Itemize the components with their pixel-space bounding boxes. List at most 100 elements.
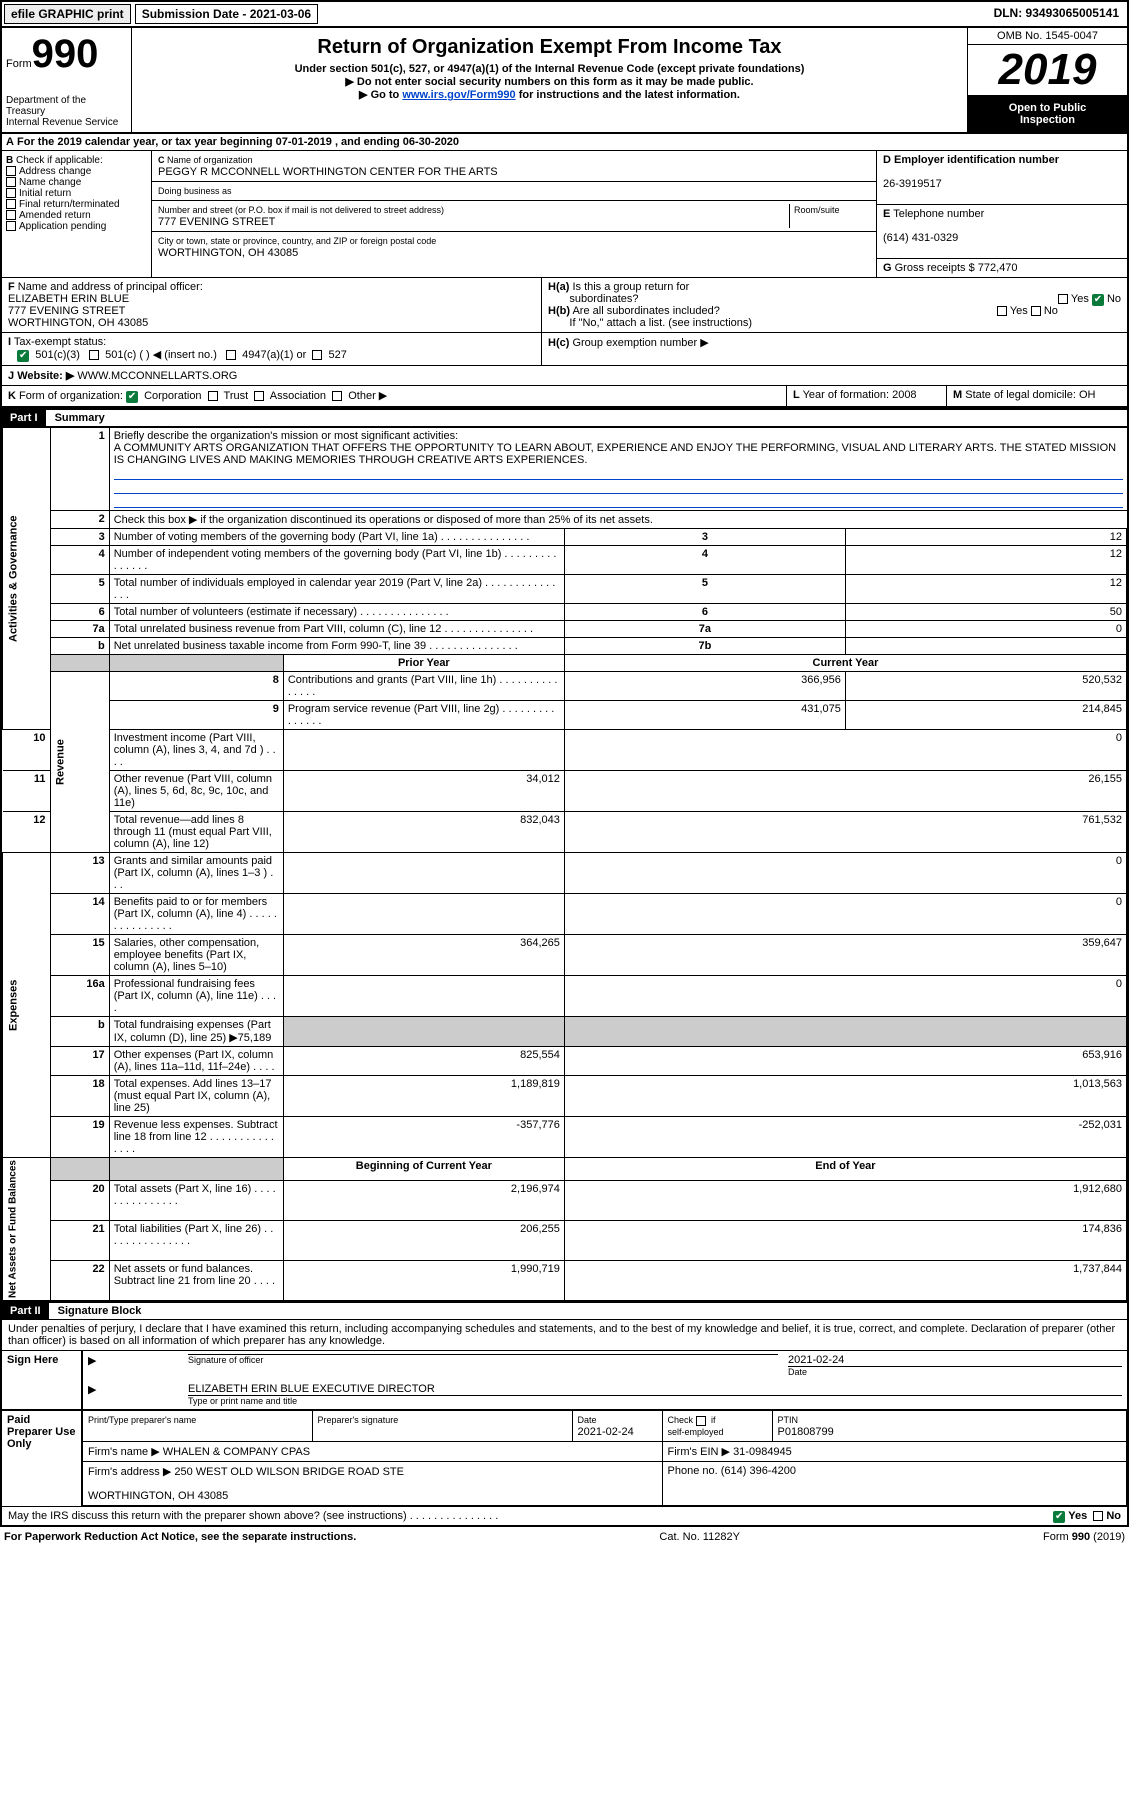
subdate-value: 2021-03-06 bbox=[250, 7, 311, 21]
paid-preparer-table: Paid Preparer Use Only Print/Type prepar… bbox=[2, 1409, 1127, 1506]
checkbox-icon[interactable] bbox=[6, 188, 16, 198]
box-c: C Name of organizationPEGGY R MCCONNELL … bbox=[152, 151, 877, 277]
chk-amended: Amended return bbox=[19, 210, 91, 221]
501c: 501(c) ( ) ◀ (insert no.) bbox=[105, 349, 217, 361]
checkbox-icon[interactable] bbox=[89, 350, 99, 360]
subtitle-2: ▶ Do not enter social security numbers o… bbox=[136, 75, 963, 88]
efile-print-button[interactable]: efile GRAPHIC print bbox=[4, 4, 131, 24]
checkbox-icon[interactable] bbox=[1031, 306, 1041, 316]
firm-addr-label: Firm's address ▶ bbox=[88, 1466, 171, 1478]
instructions-link[interactable]: www.irs.gov/Form990 bbox=[402, 89, 515, 101]
checkbox-icon[interactable] bbox=[254, 391, 264, 401]
tax-period-row: A For the 2019 calendar year, or tax yea… bbox=[2, 134, 1127, 151]
line3-desc: Number of voting members of the governin… bbox=[114, 531, 530, 543]
prior-year-header: Prior Year bbox=[283, 655, 564, 672]
box-deg: D Employer identification number26-39195… bbox=[877, 151, 1127, 277]
firm-name: WHALEN & COMPANY CPAS bbox=[163, 1446, 310, 1458]
checkbox-icon[interactable] bbox=[312, 350, 322, 360]
prep-date-label: Date bbox=[578, 1415, 597, 1425]
firm-ein: 31-0984945 bbox=[733, 1446, 792, 1458]
prep-date-value: 2021-02-24 bbox=[578, 1426, 634, 1438]
sig-date-value: 2021-02-24 bbox=[788, 1354, 844, 1366]
officer-addr: 777 EVENING STREET bbox=[8, 305, 125, 317]
ha-text: Is this a group return for bbox=[572, 281, 689, 293]
ein-label: Employer identification number bbox=[894, 154, 1059, 166]
preparer-name-label: Print/Type preparer's name bbox=[88, 1415, 196, 1425]
section-activities: Activities & Governance bbox=[3, 428, 51, 730]
checkbox-icon[interactable] bbox=[208, 391, 218, 401]
501c3: 501(c)(3) bbox=[35, 349, 80, 361]
page-footer: For Paperwork Reduction Act Notice, see … bbox=[0, 1527, 1129, 1547]
omb-number: OMB No. 1545-0047 bbox=[968, 28, 1127, 45]
subtitle-3: ▶ Go to www.irs.gov/Form990 for instruct… bbox=[136, 88, 963, 101]
checkbox-icon[interactable] bbox=[6, 166, 16, 176]
checked-icon: ✔ bbox=[126, 391, 138, 403]
officer-name: ELIZABETH ERIN BLUE bbox=[8, 293, 129, 305]
527: 527 bbox=[328, 349, 346, 361]
part2-name: Signature Block bbox=[52, 1303, 148, 1319]
top-bar: efile GRAPHIC print Submission Date - 20… bbox=[2, 2, 1127, 28]
subtitle-1: Under section 501(c), 527, or 4947(a)(1)… bbox=[136, 63, 963, 75]
hb-text: Are all subordinates included? bbox=[572, 305, 719, 317]
phone-value: (614) 431-0329 bbox=[883, 232, 958, 244]
sign-here-label: Sign Here bbox=[2, 1351, 82, 1409]
discuss-text: May the IRS discuss this return with the… bbox=[8, 1510, 498, 1522]
addr-label: Number and street (or P.O. box if mail i… bbox=[158, 205, 444, 215]
arrow-icon: ▶ bbox=[82, 1351, 183, 1380]
part1-badge: Part I bbox=[2, 410, 46, 426]
chk-final: Final return/terminated bbox=[19, 199, 120, 210]
hc-text: Group exemption number ▶ bbox=[572, 337, 708, 349]
checkbox-icon[interactable] bbox=[332, 391, 342, 401]
open-to-public: Open to PublicInspection bbox=[968, 96, 1127, 132]
4947: 4947(a)(1) or bbox=[242, 349, 306, 361]
gross-value: 772,470 bbox=[978, 262, 1018, 274]
form-org-label: Form of organization: bbox=[19, 390, 123, 402]
part2-header: Part II Signature Block bbox=[2, 1301, 1127, 1320]
checked-icon: ✔ bbox=[1092, 294, 1104, 306]
city-value: WORTHINGTON, OH 43085 bbox=[158, 247, 298, 259]
discuss-row: May the IRS discuss this return with the… bbox=[2, 1506, 1127, 1525]
checkbox-icon[interactable] bbox=[696, 1416, 706, 1426]
domicile-label: State of legal domicile: bbox=[965, 389, 1076, 401]
typed-name-label: Type or print name and title bbox=[188, 1395, 1122, 1406]
ein-value: 26-3919517 bbox=[883, 178, 942, 190]
checkbox-icon[interactable] bbox=[6, 210, 16, 220]
checkbox-icon[interactable] bbox=[997, 306, 1007, 316]
ha-text2: subordinates? bbox=[569, 293, 638, 305]
chk-address: Address change bbox=[19, 166, 91, 177]
declaration-text: Under penalties of perjury, I declare th… bbox=[2, 1320, 1127, 1351]
checked-icon: ✔ bbox=[1053, 1511, 1065, 1523]
line3-val: 12 bbox=[845, 529, 1126, 546]
checkbox-icon[interactable] bbox=[6, 177, 16, 187]
firm-phone-label: Phone no. bbox=[668, 1465, 718, 1477]
section-revenue: Revenue bbox=[50, 672, 109, 853]
end-year-header: End of Year bbox=[564, 1158, 1126, 1181]
self-employed-label: Check ifself-employed bbox=[668, 1415, 724, 1437]
sig-officer-label: Signature of officer bbox=[188, 1354, 778, 1365]
org-name: PEGGY R MCCONNELL WORTHINGTON CENTER FOR… bbox=[158, 166, 498, 178]
dba-label: Doing business as bbox=[158, 186, 232, 196]
checkbox-icon[interactable] bbox=[226, 350, 236, 360]
checkbox-icon[interactable] bbox=[1093, 1511, 1103, 1521]
form-ref: Form 990 (2019) bbox=[1043, 1531, 1125, 1543]
line1-label: Briefly describe the organization's miss… bbox=[114, 430, 458, 442]
entity-section: B Check if applicable: Address change Na… bbox=[2, 151, 1127, 278]
checkbox-icon[interactable] bbox=[6, 221, 16, 231]
mission-text: A COMMUNITY ARTS ORGANIZATION THAT OFFER… bbox=[114, 442, 1116, 466]
city-label: City or town, state or province, country… bbox=[158, 236, 436, 246]
ptin-value: P01808799 bbox=[778, 1426, 834, 1438]
form-header: Form990 Department of the Treasury Inter… bbox=[2, 28, 1127, 134]
org-form-row: K Form of organization: ✔ Corporation Tr… bbox=[2, 386, 1127, 408]
officer-label: Name and address of principal officer: bbox=[18, 281, 203, 293]
checkbox-icon[interactable] bbox=[1058, 294, 1068, 304]
checkbox-icon[interactable] bbox=[6, 199, 16, 209]
firm-name-label: Firm's name ▶ bbox=[88, 1446, 160, 1458]
box-b-label: Check if applicable: bbox=[16, 155, 103, 166]
domicile: OH bbox=[1079, 389, 1096, 401]
officer-row: F Name and address of principal officer:… bbox=[2, 278, 1127, 333]
website-row: J Website: ▶ WWW.MCCONNELLARTS.ORG bbox=[2, 366, 1127, 386]
sig-date-label: Date bbox=[788, 1366, 1122, 1377]
preparer-sig-label: Preparer's signature bbox=[318, 1415, 399, 1425]
firm-ein-label: Firm's EIN ▶ bbox=[668, 1446, 731, 1458]
subdate-label: Submission Date - bbox=[142, 7, 250, 21]
